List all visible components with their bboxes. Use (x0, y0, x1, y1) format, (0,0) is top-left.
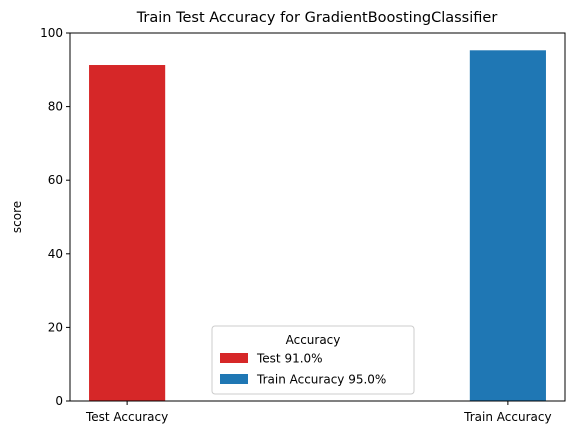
legend-frame (211, 325, 415, 395)
y-tick-label: 0 (55, 394, 63, 408)
legend-swatch (220, 353, 248, 363)
y-tick-label: 60 (48, 173, 63, 187)
bar-test-accuracy (89, 65, 166, 402)
plot-frame (69, 32, 566, 402)
legend-entry-label: Test 91.0% (256, 352, 323, 366)
legend: Accuracy Test 91.0% Train Accuracy 95.0% (211, 325, 415, 395)
y-tick-label: 80 (48, 100, 63, 114)
legend-swatch (220, 374, 248, 384)
y-axis-label: score (10, 201, 24, 233)
y-tick-label: 20 (48, 320, 63, 334)
x-tick-label: Test Accuracy (85, 410, 168, 424)
legend-entry-label: Train Accuracy 95.0% (256, 373, 386, 387)
y-tick-label: 100 (40, 26, 63, 40)
chart-title: Train Test Accuracy for GradientBoosting… (136, 10, 498, 26)
y-axis: 0 20 40 60 80 100 (40, 26, 70, 408)
legend-title: Accuracy (286, 333, 341, 347)
x-tick-label: Train Accuracy (463, 410, 551, 424)
y-tick-label: 40 (48, 247, 63, 261)
bars (89, 50, 546, 402)
x-axis: Test Accuracy Train Accuracy (85, 401, 552, 424)
legend-entries: Test 91.0% Train Accuracy 95.0% (220, 352, 386, 387)
bar-train-accuracy (469, 50, 546, 402)
